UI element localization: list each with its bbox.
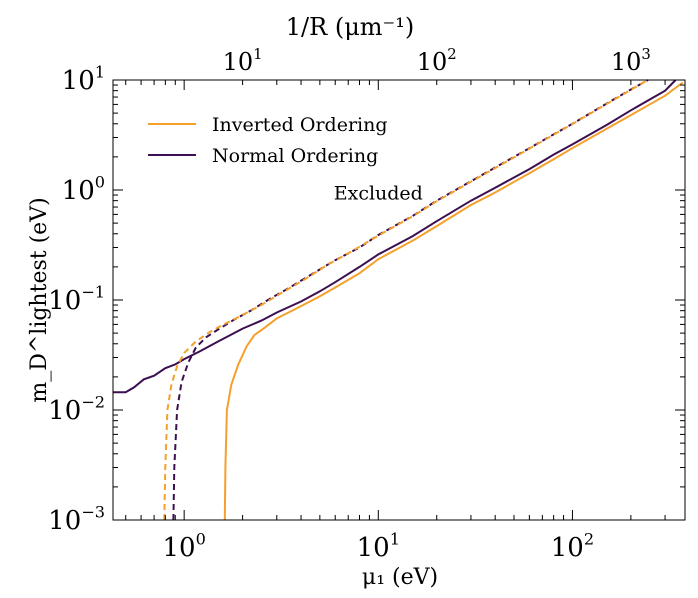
series-line-3 (163, 79, 649, 521)
plot-frame (112, 79, 686, 521)
excluded-annotation: Excluded (334, 182, 423, 204)
series-layer (113, 79, 684, 521)
top-axis-label-text: 1/R (μm⁻¹) (286, 13, 414, 41)
series-line-0 (113, 79, 677, 394)
x-tick-label-1: 101 (357, 529, 400, 563)
series-line-2 (172, 79, 649, 521)
legend-label-normal: Normal Ordering (212, 145, 378, 167)
y-tick-label-4: 101 (62, 62, 105, 96)
top-tick-label-2: 103 (611, 45, 651, 76)
labels-layer: 100 101 102 10−3 10−2 10−1 100 101 101 102 103 (48, 45, 651, 563)
ticks-layer (113, 79, 685, 521)
top-tick-label-1: 102 (417, 45, 457, 76)
y-tick-label-2: 10−1 (48, 282, 105, 316)
y-tick-label-3: 100 (62, 172, 105, 206)
legend: Inverted Ordering Normal Ordering (148, 114, 388, 167)
y-tick-label-1: 10−2 (48, 392, 105, 426)
x-tick-label-0: 100 (162, 529, 205, 563)
y-axis-label: m_D^lightest (eV) (27, 197, 52, 402)
x-axis-label: μ₁ (eV) (362, 565, 438, 590)
series-line-1 (223, 81, 684, 521)
x-tick-label-2: 102 (551, 529, 594, 563)
top-axis-label: 1/R (μm⁻¹) (286, 13, 414, 41)
legend-label-inverted: Inverted Ordering (212, 114, 388, 136)
top-tick-label-0: 101 (223, 45, 263, 76)
y-tick-label-0: 10−3 (48, 502, 105, 536)
